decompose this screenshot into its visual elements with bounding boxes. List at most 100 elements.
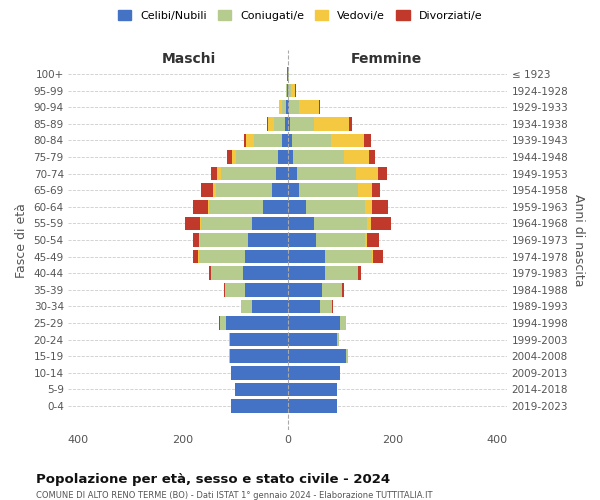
Bar	[267, 117, 268, 130]
Bar	[325, 266, 358, 280]
Bar	[276, 167, 287, 180]
Bar	[231, 366, 287, 380]
Bar	[287, 150, 293, 164]
Bar	[367, 234, 379, 247]
Bar	[287, 266, 325, 280]
Bar	[287, 134, 292, 147]
Bar	[193, 200, 208, 213]
Bar	[221, 167, 276, 180]
Bar	[284, 117, 287, 130]
Bar	[287, 350, 346, 363]
Bar	[292, 134, 331, 147]
Bar	[236, 150, 278, 164]
Bar	[287, 117, 290, 130]
Bar	[208, 200, 209, 213]
Bar	[272, 184, 287, 197]
Bar	[220, 316, 226, 330]
Bar	[286, 100, 287, 114]
Bar	[291, 84, 295, 98]
Bar	[254, 134, 283, 147]
Legend: Celibi/Nubili, Coniugati/e, Vedovi/e, Divorziati/e: Celibi/Nubili, Coniugati/e, Vedovi/e, Di…	[113, 6, 487, 25]
Bar	[287, 100, 289, 114]
Bar	[185, 216, 200, 230]
Bar	[344, 150, 370, 164]
Bar	[367, 216, 371, 230]
Bar	[224, 283, 225, 296]
Bar	[287, 333, 337, 346]
Bar	[377, 167, 387, 180]
Bar	[200, 216, 201, 230]
Bar	[322, 283, 341, 296]
Bar	[371, 216, 391, 230]
Bar	[218, 316, 220, 330]
Bar	[297, 167, 356, 180]
Bar	[202, 184, 213, 197]
Bar	[287, 399, 337, 413]
Bar	[287, 283, 322, 296]
Bar	[373, 200, 388, 213]
Bar	[213, 184, 215, 197]
Bar	[282, 100, 286, 114]
Bar	[230, 350, 287, 363]
Bar	[229, 350, 230, 363]
Bar	[252, 216, 287, 230]
Bar	[199, 234, 200, 247]
Bar	[287, 300, 320, 314]
Bar	[201, 216, 252, 230]
Bar	[299, 100, 319, 114]
Bar	[280, 100, 282, 114]
Bar	[295, 84, 296, 98]
Bar	[230, 333, 287, 346]
Bar	[288, 84, 291, 98]
Bar	[248, 234, 287, 247]
Text: COMUNE DI ALTO RENO TERME (BO) - Dati ISTAT 1° gennaio 2024 - Elaborazione TUTTI: COMUNE DI ALTO RENO TERME (BO) - Dati IS…	[36, 491, 433, 500]
Bar	[331, 134, 364, 147]
Bar	[290, 117, 314, 130]
Bar	[278, 150, 287, 164]
Bar	[287, 366, 340, 380]
Bar	[235, 382, 287, 396]
Bar	[365, 200, 373, 213]
Bar	[263, 200, 287, 213]
Bar	[268, 117, 274, 130]
Bar	[209, 266, 211, 280]
Bar	[193, 234, 199, 247]
Bar	[319, 100, 320, 114]
Bar	[356, 167, 377, 180]
Bar	[349, 117, 352, 130]
Bar	[287, 200, 306, 213]
Y-axis label: Fasce di età: Fasce di età	[15, 202, 28, 278]
Bar	[373, 250, 383, 264]
Bar	[289, 100, 299, 114]
Bar	[314, 117, 349, 130]
Bar	[215, 184, 272, 197]
Bar	[229, 333, 230, 346]
Bar	[211, 266, 243, 280]
Bar	[274, 117, 284, 130]
Bar	[370, 150, 374, 164]
Bar	[287, 184, 299, 197]
Bar	[252, 300, 287, 314]
Bar	[231, 399, 287, 413]
Bar	[364, 134, 371, 147]
Bar	[287, 234, 316, 247]
Bar	[232, 150, 236, 164]
Bar	[325, 250, 373, 264]
Bar	[287, 250, 325, 264]
Bar	[287, 167, 297, 180]
Bar	[245, 283, 287, 296]
Bar	[243, 266, 287, 280]
Bar	[209, 200, 263, 213]
Bar	[306, 200, 365, 213]
Bar	[316, 234, 365, 247]
Y-axis label: Anni di nascita: Anni di nascita	[572, 194, 585, 286]
Text: Popolazione per età, sesso e stato civile - 2024: Popolazione per età, sesso e stato civil…	[36, 472, 390, 486]
Bar	[341, 283, 344, 296]
Bar	[365, 234, 367, 247]
Bar	[286, 84, 287, 98]
Bar	[246, 134, 254, 147]
Bar	[225, 283, 245, 296]
Bar	[211, 167, 217, 180]
Bar	[287, 382, 337, 396]
Bar	[241, 300, 252, 314]
